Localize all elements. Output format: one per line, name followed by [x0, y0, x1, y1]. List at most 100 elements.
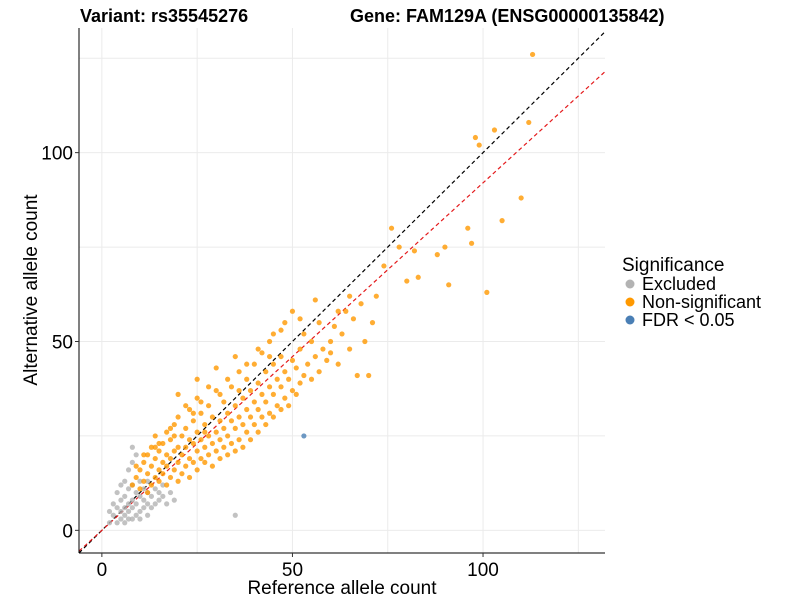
data-point	[213, 448, 219, 454]
data-point	[160, 471, 166, 477]
data-point	[270, 414, 276, 420]
data-point	[164, 452, 170, 458]
data-point	[232, 512, 238, 518]
data-point	[202, 421, 208, 428]
data-point	[225, 433, 231, 439]
data-point	[312, 297, 318, 303]
data-point	[259, 391, 265, 397]
data-point	[164, 429, 170, 435]
chart-title-variant: Variant: rs35545276	[80, 6, 248, 26]
data-point	[175, 414, 181, 420]
data-point	[270, 361, 276, 367]
data-point	[110, 512, 116, 518]
data-point	[125, 516, 132, 522]
data-point	[225, 452, 231, 458]
data-point	[122, 478, 128, 484]
data-point	[491, 127, 498, 133]
data-point	[137, 478, 143, 484]
data-point	[278, 384, 284, 390]
data-point	[518, 195, 524, 201]
legend-label: Excluded	[642, 274, 716, 294]
x-tick-label: 0	[97, 560, 108, 581]
data-point	[198, 410, 204, 416]
data-point	[175, 444, 181, 450]
data-point	[209, 440, 216, 447]
data-point	[476, 142, 482, 148]
data-point	[308, 338, 315, 345]
data-point	[129, 482, 135, 488]
data-point	[160, 482, 166, 488]
data-point	[411, 248, 418, 254]
data-point	[301, 433, 307, 439]
data-point	[114, 520, 120, 526]
data-point	[118, 516, 124, 522]
data-point	[190, 440, 196, 447]
data-point	[183, 463, 189, 469]
data-point	[225, 376, 231, 382]
data-point	[278, 327, 284, 333]
data-point	[347, 293, 353, 299]
x-axis-ticks: 0 50 100	[97, 553, 499, 581]
data-point	[484, 289, 490, 295]
data-point	[205, 403, 212, 409]
data-point	[232, 403, 238, 409]
data-point	[145, 471, 151, 477]
data-point	[468, 240, 475, 246]
data-point	[381, 263, 387, 269]
y-axis-title: Alternative allele count	[21, 194, 42, 386]
data-point	[236, 414, 242, 420]
data-point	[316, 369, 322, 375]
data-point	[194, 467, 200, 473]
data-point	[293, 365, 299, 371]
data-point	[297, 380, 303, 386]
data-point	[171, 497, 177, 503]
data-point	[343, 308, 349, 314]
data-point	[225, 410, 231, 416]
data-point	[145, 478, 151, 484]
legend-key-fdr-0-05	[625, 315, 635, 325]
data-point	[156, 478, 162, 484]
data-point	[198, 455, 204, 462]
data-point	[179, 471, 185, 477]
data-point	[373, 293, 379, 299]
data-point	[259, 414, 265, 420]
data-point	[141, 478, 147, 484]
data-point	[228, 440, 235, 447]
data-point	[198, 437, 204, 443]
data-point	[137, 493, 143, 499]
data-point	[122, 512, 128, 518]
data-point	[247, 414, 254, 420]
data-point	[148, 505, 155, 511]
legend-key-excluded	[625, 279, 635, 289]
data-point	[251, 399, 257, 405]
data-point	[194, 376, 200, 382]
data-point	[263, 399, 269, 405]
data-point	[125, 486, 132, 492]
data-point	[164, 463, 170, 469]
data-point	[194, 395, 200, 401]
data-point	[217, 391, 223, 397]
data-point	[179, 433, 185, 439]
data-point	[415, 274, 421, 280]
data-point	[152, 486, 158, 492]
data-point	[221, 425, 227, 431]
data-point	[301, 372, 307, 379]
data-point	[125, 467, 132, 473]
y-tick-label: 0	[62, 521, 73, 542]
data-point	[205, 384, 212, 390]
axes	[78, 28, 605, 554]
data-point	[244, 406, 250, 413]
data-point	[255, 429, 261, 435]
data-point	[141, 459, 147, 465]
data-point	[141, 497, 147, 503]
data-point	[236, 369, 242, 375]
data-point	[186, 437, 193, 443]
data-point	[228, 384, 235, 390]
data-point	[331, 323, 337, 329]
y-tick-label: 50	[52, 332, 73, 353]
data-point	[289, 387, 296, 394]
data-point	[106, 520, 113, 526]
data-point	[129, 497, 135, 503]
data-point	[171, 433, 177, 439]
